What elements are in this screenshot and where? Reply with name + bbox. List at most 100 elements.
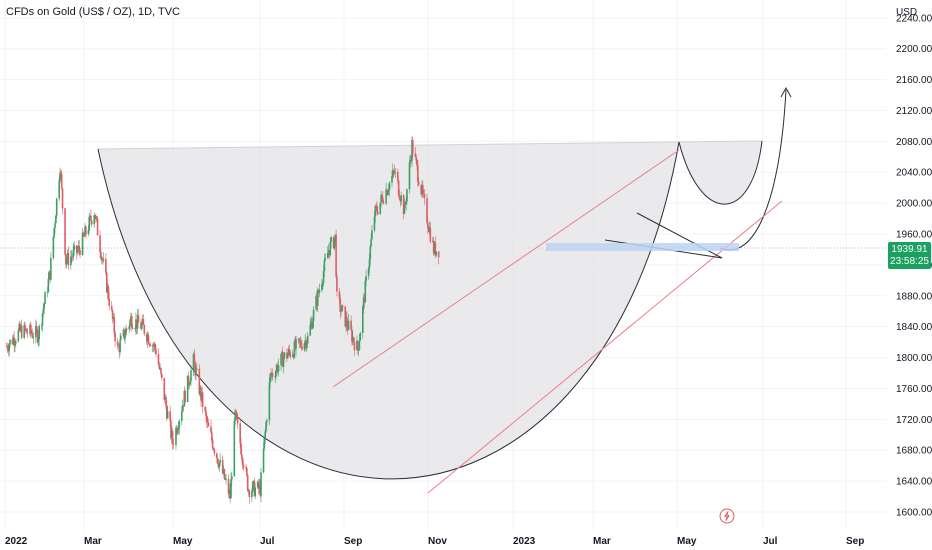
candle-body	[311, 321, 314, 329]
candle-body	[271, 373, 274, 377]
candle-body	[251, 491, 253, 498]
candle-body	[309, 325, 312, 336]
candle-body	[102, 258, 105, 261]
candle-body	[219, 459, 221, 463]
candle-body	[256, 481, 259, 488]
candle-body	[137, 314, 140, 323]
candle-body	[93, 215, 96, 225]
candle-body	[362, 297, 365, 307]
candle-body	[164, 396, 166, 400]
candle-body	[316, 296, 318, 306]
candle-body	[391, 176, 393, 183]
candle-body	[423, 194, 426, 198]
candle-body	[358, 340, 361, 350]
lightning-icon[interactable]	[719, 508, 735, 524]
candle-body	[339, 298, 342, 312]
candle-body	[200, 387, 202, 401]
price-tick-label: 2000.00	[896, 199, 932, 210]
candle-body	[44, 292, 46, 305]
candle-body	[316, 290, 319, 306]
candle-body	[24, 324, 26, 330]
candle-body	[35, 325, 38, 330]
candle-body	[29, 324, 31, 334]
candle-body	[176, 430, 179, 434]
candle-body	[229, 489, 231, 499]
candle-body	[20, 325, 22, 331]
candle-body	[26, 332, 29, 334]
candle-body	[117, 345, 120, 347]
candle-body	[77, 245, 80, 250]
candle-body	[166, 411, 169, 419]
candle-body	[332, 237, 335, 249]
candle-body	[276, 365, 279, 372]
candle-body	[350, 320, 352, 330]
candle-body	[187, 375, 190, 386]
candle-body	[241, 454, 243, 459]
candle-body	[359, 333, 362, 341]
candle-body	[159, 368, 161, 370]
candle-body	[400, 195, 402, 202]
candle-body	[60, 172, 62, 175]
candle-body	[247, 490, 250, 492]
candle-body	[329, 241, 332, 256]
candle-body	[356, 340, 359, 351]
candle-body	[100, 251, 102, 259]
candle-body	[305, 340, 307, 348]
candle-body	[113, 317, 116, 333]
candle-body	[333, 239, 336, 249]
candle-body	[130, 316, 132, 320]
price-tick-label: 1800.00	[896, 353, 932, 364]
candle-body	[341, 305, 343, 311]
candle-body	[241, 458, 244, 466]
candle-body	[186, 375, 189, 403]
candle-body	[266, 420, 268, 423]
candle-body	[172, 443, 175, 445]
candle-body	[373, 216, 376, 231]
candle-body	[318, 289, 321, 293]
candle-body	[306, 335, 309, 344]
candle-body	[275, 370, 277, 377]
candle-body	[38, 325, 40, 340]
candle-body	[426, 197, 428, 223]
time-axis[interactable]: 2022 Mar May Jul Sep Nov 2023 Mar May Jul Sep	[5, 536, 864, 547]
candle-body	[31, 333, 34, 338]
candle-body	[326, 252, 329, 259]
candle-body	[392, 170, 394, 177]
candle-body	[268, 382, 271, 421]
candle-body	[42, 308, 45, 314]
candle-body	[410, 160, 412, 162]
candle-body	[259, 484, 262, 496]
candle-body	[9, 339, 11, 345]
candle-body	[363, 297, 366, 303]
candle-body	[317, 290, 320, 293]
candle-body	[72, 249, 75, 257]
candle-body	[20, 325, 23, 338]
candle-body	[334, 234, 337, 240]
candle-body	[204, 407, 206, 412]
candle-body	[321, 282, 324, 284]
price-axis[interactable]: 2240.00 2200.00 2160.00 2120.00 2080.00 2040.…	[896, 13, 932, 518]
candle-body	[422, 193, 425, 195]
candle-body	[281, 351, 284, 368]
candle-body	[193, 353, 196, 363]
symbol-title[interactable]: CFDs on Gold (US$ / OZ), 1D, TVC	[6, 6, 181, 18]
candle-body	[61, 188, 64, 209]
candle-body	[264, 431, 267, 438]
candle-body	[335, 234, 337, 277]
candle-body	[404, 203, 407, 205]
candle-body	[295, 339, 297, 349]
candle-body	[276, 365, 278, 371]
candle-body	[53, 227, 56, 237]
candle-body	[253, 480, 256, 497]
candle-body	[106, 286, 109, 293]
candle-body	[280, 353, 282, 366]
candle-body	[427, 228, 430, 233]
candle-body	[371, 230, 373, 240]
candle-body	[183, 390, 186, 407]
candle-body	[176, 427, 178, 434]
candle-body	[58, 180, 61, 199]
candle-body	[206, 422, 209, 424]
candle-body	[269, 373, 272, 383]
candle-body	[94, 215, 96, 219]
